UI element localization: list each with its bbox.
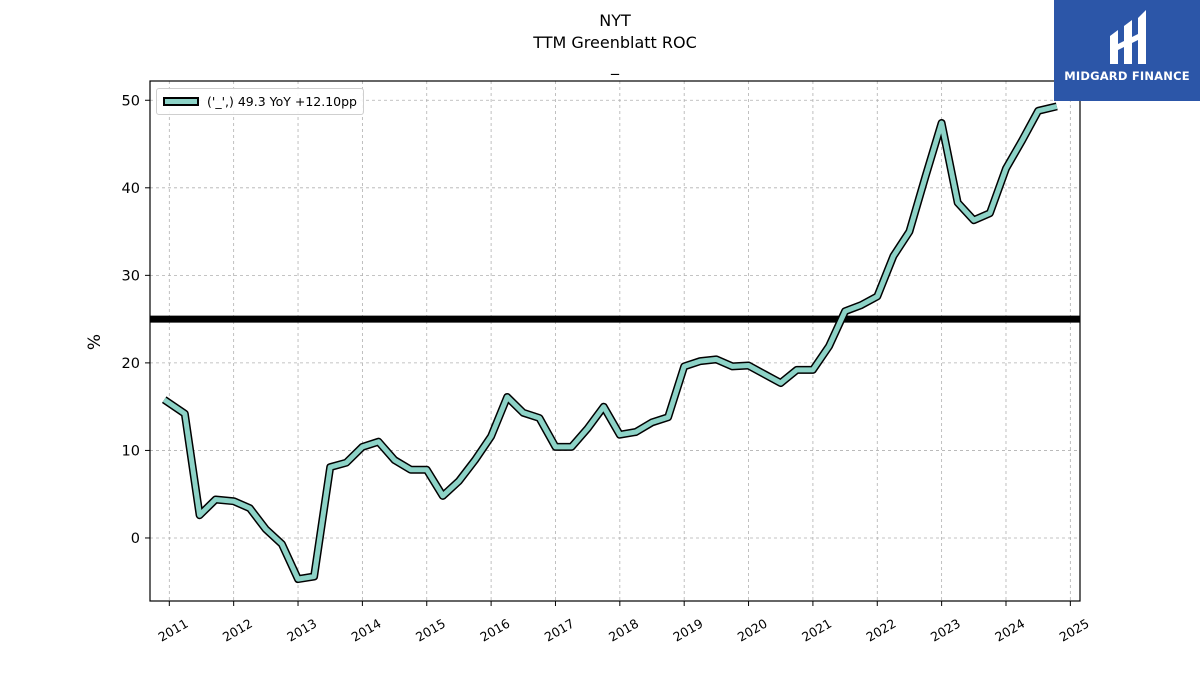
midgard-finance-logo: MIDGARD FINANCE [1054,0,1200,101]
y-tick-label: 20 [122,356,140,372]
grid [150,81,1080,601]
y-axis-label: % [85,334,105,350]
chart-subtitle-2: _ [611,56,619,75]
y-tick-label: 40 [122,181,140,197]
y-tick-label: 10 [122,443,140,459]
x-tick-label: 2015 [413,616,448,645]
x-tick-label: 2013 [284,616,319,645]
x-tick-label: 2012 [220,616,255,645]
x-tick-label: 2024 [992,616,1027,645]
y-tick-label: 30 [122,268,140,284]
legend-swatch [163,97,199,106]
x-tick-label: 2022 [863,616,898,645]
logo-text: MIDGARD FINANCE [1064,69,1190,83]
y-tick-label: 0 [131,531,140,547]
chart-title: NYT [599,11,631,30]
logo-mark-icon [1110,10,1146,64]
x-tick-label: 2011 [156,616,191,645]
x-tick-label: 2014 [349,616,384,645]
axis-ticks: 2011 2012 2013 2014 2015 2016 2017 2018 2019 2020… [122,93,1092,644]
x-tick-label: 2025 [1057,616,1092,645]
x-tick-label: 2017 [542,616,577,645]
y-tick-label: 50 [122,93,140,109]
series-line [162,103,1058,582]
x-tick-label: 2019 [670,616,705,645]
series-group [161,102,1058,584]
x-tick-label: 2018 [606,616,641,645]
x-tick-label: 2020 [735,616,770,645]
legend: ('_',) 49.3 YoY +12.10pp [156,88,364,115]
x-tick-label: 2016 [477,616,512,645]
x-tick-label: 2021 [799,616,834,645]
legend-label: ('_',) 49.3 YoY +12.10pp [207,94,357,109]
x-tick-label: 2023 [928,616,963,645]
plot-frame [149,80,1081,602]
chart-subtitle: TTM Greenblatt ROC [533,33,697,52]
